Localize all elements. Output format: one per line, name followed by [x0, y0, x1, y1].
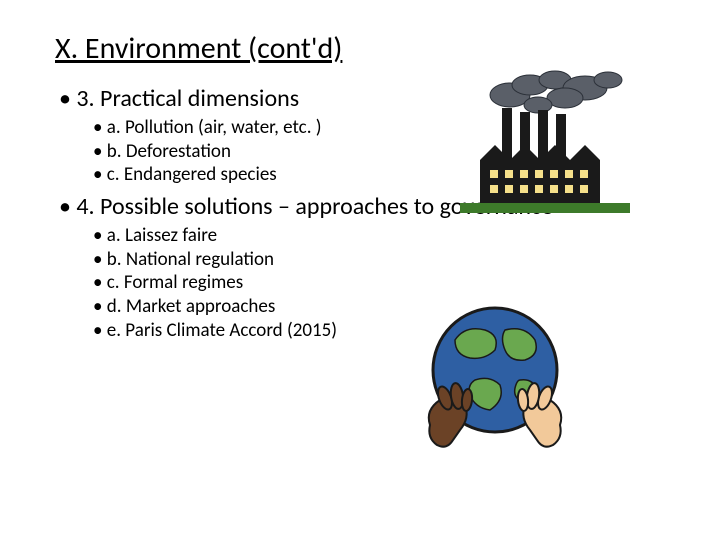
item-formal-regimes: c. Formal regimes: [93, 271, 680, 295]
slide-title: X. Environment (cont'd): [55, 30, 680, 67]
item-laissez-faire: a. Laissez faire: [93, 224, 680, 248]
item-national-regulation: b. National regulation: [93, 248, 680, 272]
globe-hands-image: [405, 290, 585, 470]
item-paris-climate-accord: e. Paris Climate Accord (2015): [93, 319, 680, 343]
factory-image: [440, 70, 650, 220]
slide-container: X. Environment (cont'd) 3. Practical dim…: [0, 0, 720, 540]
item-market-approaches: d. Market approaches: [93, 295, 680, 319]
